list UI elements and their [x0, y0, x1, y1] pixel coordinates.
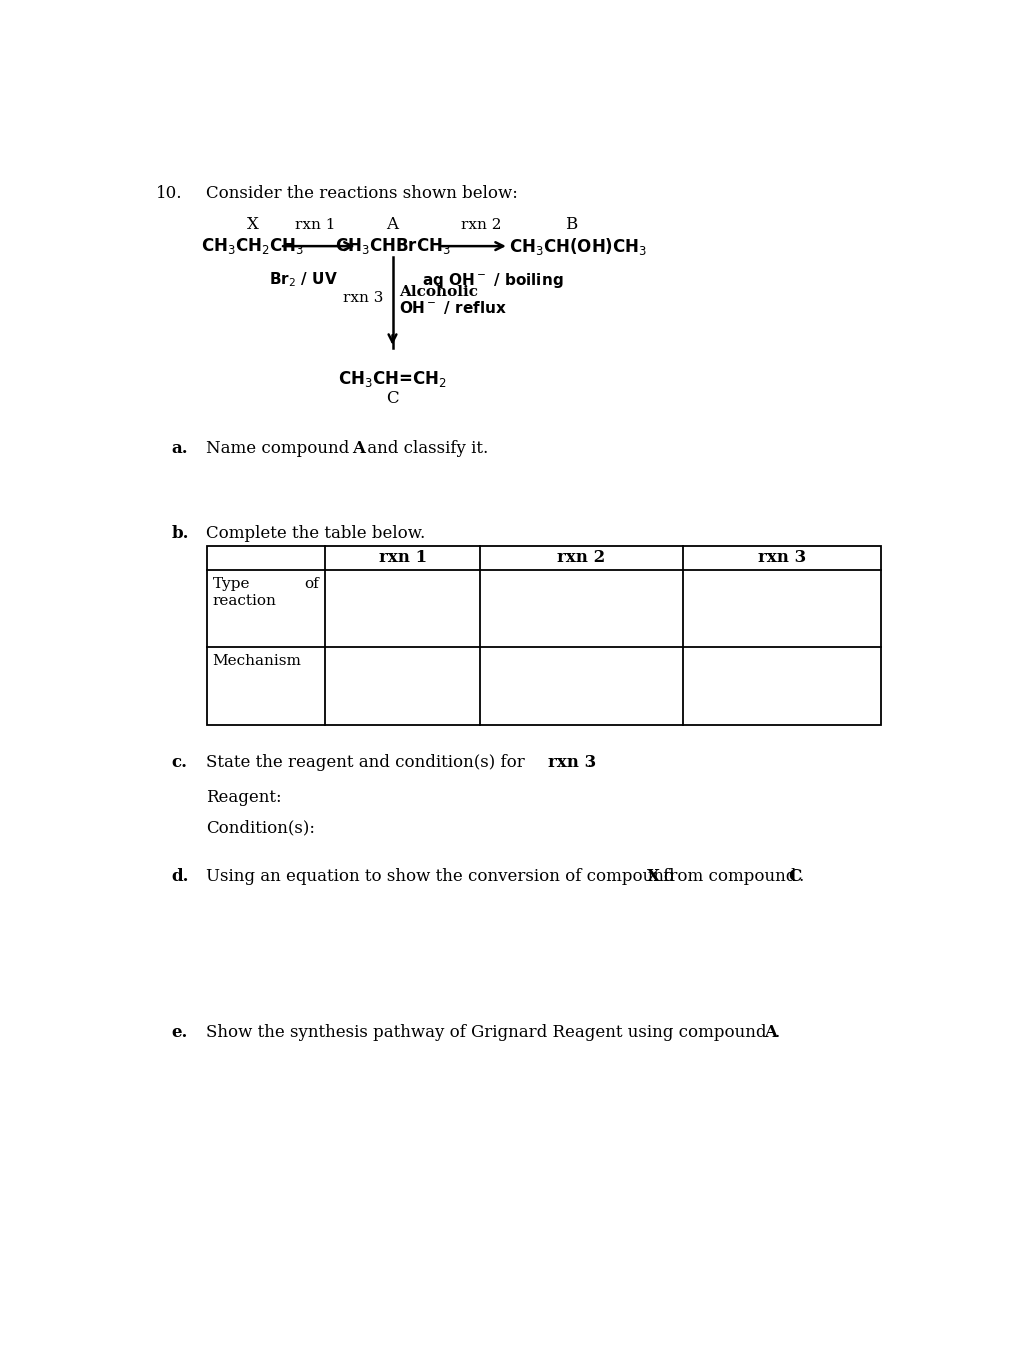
Text: b.: b.: [171, 524, 189, 542]
Text: CH$_3$CHBrCH$_3$: CH$_3$CHBrCH$_3$: [334, 236, 451, 257]
Text: Consider the reactions shown below:: Consider the reactions shown below:: [206, 185, 518, 201]
Text: Complete the table below.: Complete the table below.: [206, 524, 426, 542]
Text: .: .: [586, 754, 591, 771]
Text: A: A: [765, 1024, 777, 1040]
Text: Using an equation to show the conversion of compound: Using an equation to show the conversion…: [206, 868, 680, 884]
Text: C: C: [788, 868, 802, 884]
Text: OH$^-$ / reflux: OH$^-$ / reflux: [398, 299, 507, 316]
Text: d.: d.: [171, 868, 189, 884]
Text: a.: a.: [171, 440, 188, 458]
Text: 10.: 10.: [156, 185, 183, 201]
Text: Condition(s):: Condition(s):: [206, 820, 316, 837]
Text: rxn 2: rxn 2: [557, 550, 606, 566]
Text: Show the synthesis pathway of Grignard Reagent using compound: Show the synthesis pathway of Grignard R…: [206, 1024, 772, 1040]
Text: CH$_3$CH$_2$CH$_3$: CH$_3$CH$_2$CH$_3$: [201, 236, 304, 257]
Text: from compound: from compound: [657, 868, 801, 884]
Text: X: X: [247, 216, 259, 234]
Text: Alcoholic: Alcoholic: [398, 285, 478, 299]
Text: Mechanism: Mechanism: [213, 655, 301, 668]
Text: A: A: [352, 440, 365, 458]
Text: rxn 3: rxn 3: [548, 754, 595, 771]
Text: e.: e.: [171, 1024, 188, 1040]
Text: CH$_3$CH=CH$_2$: CH$_3$CH=CH$_2$: [338, 369, 447, 390]
Text: .: .: [799, 868, 804, 884]
Text: Reagent:: Reagent:: [206, 789, 282, 805]
Text: C: C: [386, 390, 398, 407]
Text: rxn 3: rxn 3: [343, 291, 383, 304]
Text: c.: c.: [171, 754, 188, 771]
Text: State the reagent and condition(s) for: State the reagent and condition(s) for: [206, 754, 530, 771]
Bar: [206, 546, 880, 725]
Text: .: .: [775, 1024, 780, 1040]
Text: Type: Type: [213, 577, 250, 591]
Text: A: A: [387, 216, 398, 234]
Text: rxn 3: rxn 3: [757, 550, 806, 566]
Text: Br$_2$ / UV: Br$_2$ / UV: [269, 270, 337, 289]
Text: rxn 1: rxn 1: [379, 550, 426, 566]
Text: aq OH$^-$ / boiling: aq OH$^-$ / boiling: [422, 270, 565, 289]
Text: X: X: [647, 868, 659, 884]
Text: rxn 1: rxn 1: [295, 217, 335, 232]
Text: B: B: [565, 216, 577, 234]
Text: reaction: reaction: [213, 595, 277, 608]
Text: and classify it.: and classify it.: [361, 440, 488, 458]
Text: of: of: [304, 577, 319, 591]
Text: CH$_3$CH(OH)CH$_3$: CH$_3$CH(OH)CH$_3$: [510, 236, 648, 257]
Text: Name compound: Name compound: [206, 440, 355, 458]
Text: rxn 2: rxn 2: [461, 217, 502, 232]
